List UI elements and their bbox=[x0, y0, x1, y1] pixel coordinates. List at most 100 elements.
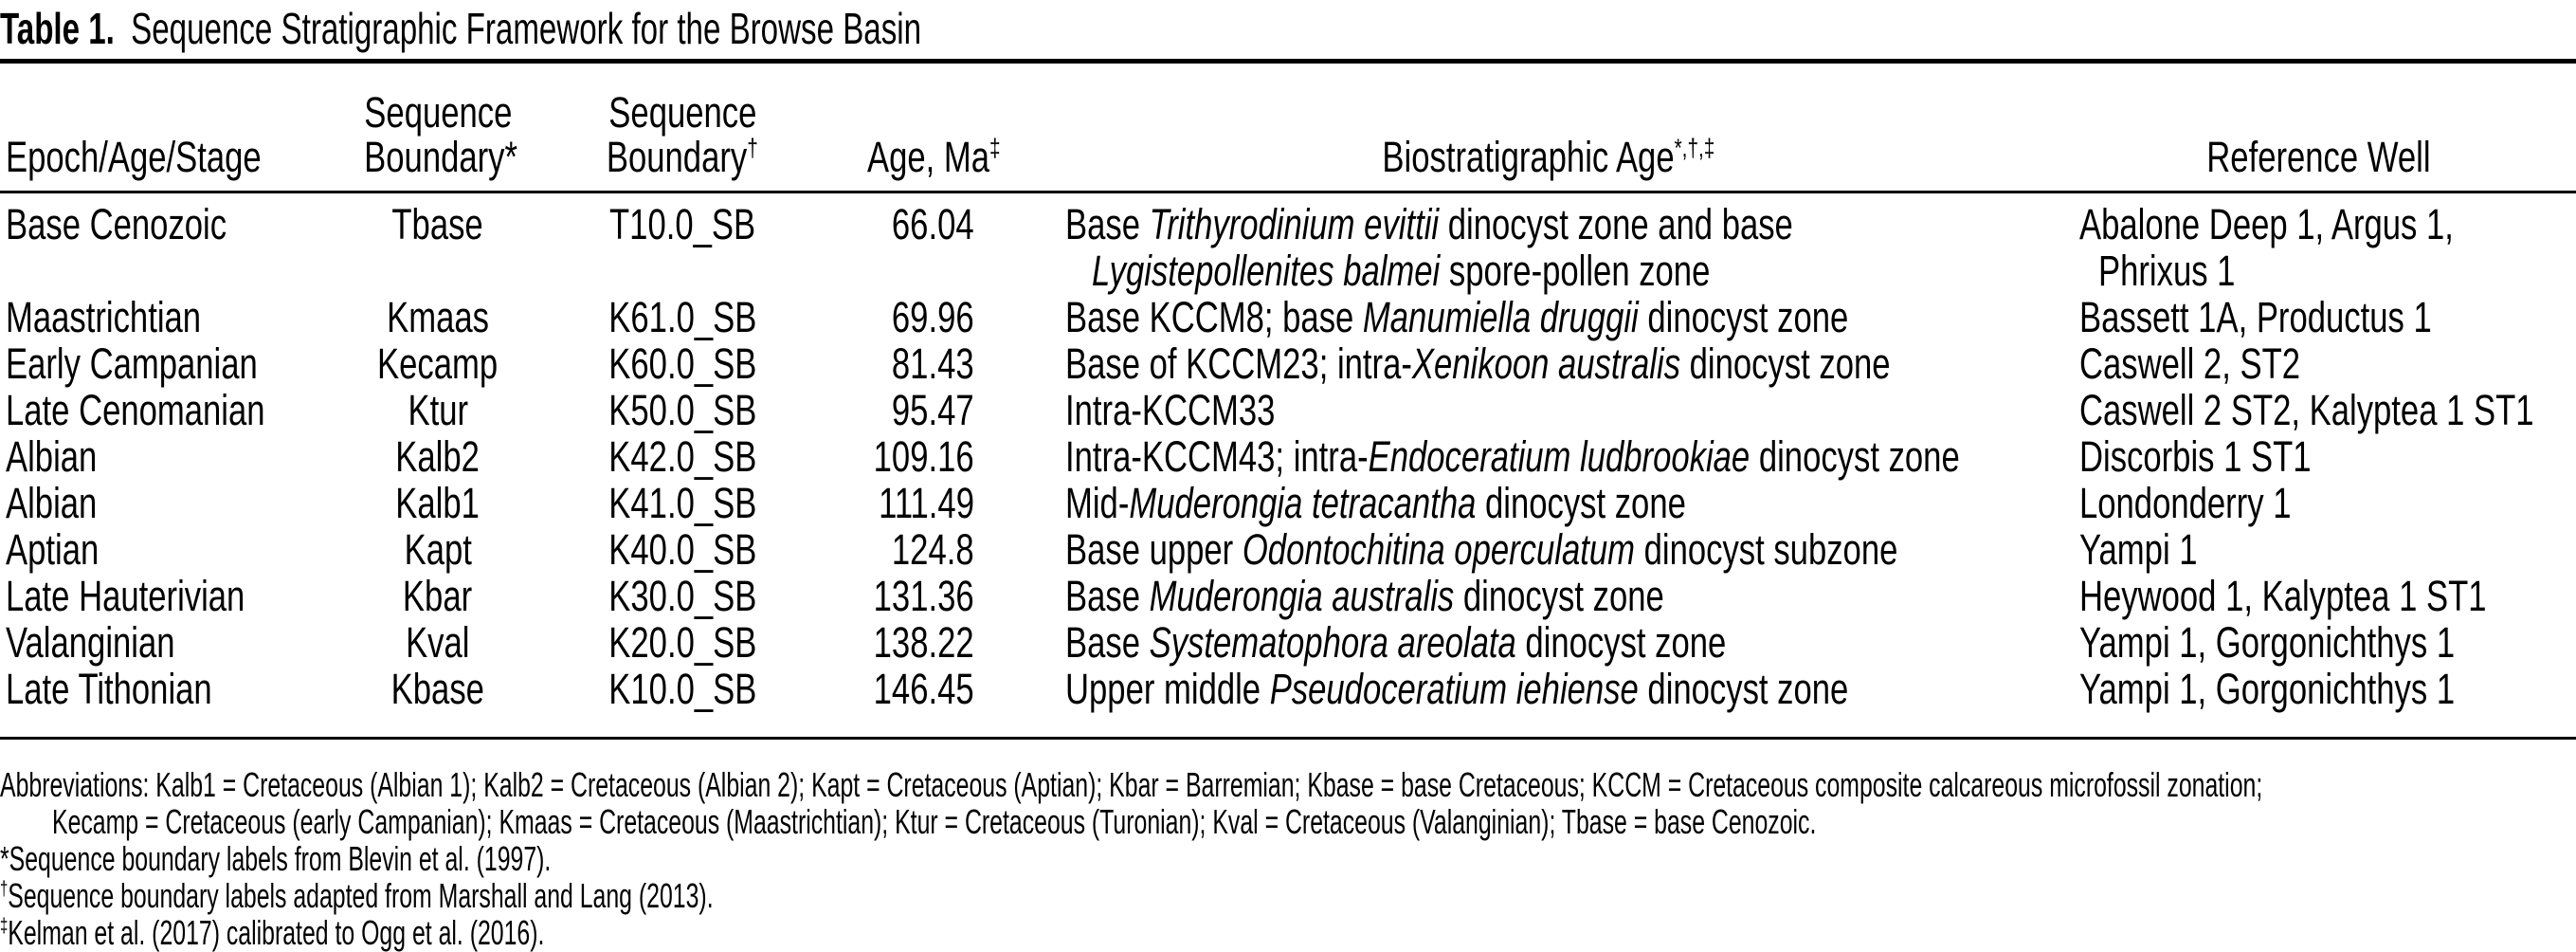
footnote-dagger-marker: † bbox=[0, 876, 9, 900]
cell-biostratigraphic-age: Upper middle Pseudoceratium iehiense din… bbox=[1037, 666, 2060, 712]
header-sb2-line2: Boundary† bbox=[607, 135, 758, 179]
header-sb2-text: Boundary bbox=[607, 133, 748, 181]
text-line: Base Trithyrodinium evittii dinocyst zon… bbox=[1065, 200, 1793, 248]
cell-epoch: Early Campanian bbox=[6, 339, 258, 388]
text-line: Phrixus 1 bbox=[2098, 247, 2236, 295]
cell-age-ma: 138.22 bbox=[874, 618, 974, 667]
text-line: Londonderry 1 bbox=[2079, 479, 2292, 527]
header-bio-markers: *,†,‡ bbox=[1674, 134, 1715, 162]
cell-age-ma: 81.43 bbox=[892, 339, 974, 388]
cell-reference-well: Caswell 2, ST2 bbox=[2060, 340, 2576, 387]
cell-reference-well: Yampi 1, Gorgonichthys 1 bbox=[2060, 666, 2576, 712]
text-line: Yampi 1, Gorgonichthys 1 bbox=[2079, 665, 2456, 713]
cell-biostratigraphic-age: Base of KCCM23; intra-Xenikoon australis… bbox=[1037, 340, 2060, 387]
cell-epoch: Aptian bbox=[6, 525, 100, 574]
cell-epoch: Valanginian bbox=[6, 618, 175, 667]
table-row-late-cenomanian: Late Cenomanian Ktur K50.0_SB 95.47 Intr… bbox=[0, 387, 2576, 433]
cell-age-ma: 109.16 bbox=[874, 432, 974, 481]
text-line: Base KCCM8; base Manumiella druggii dino… bbox=[1065, 293, 1849, 341]
footnote-double-dagger: ‡Kelman et al. (2017) calibrated to Ogg … bbox=[0, 914, 2576, 951]
text-line: Lygistepollenites balmei spore-pollen zo… bbox=[1092, 247, 1711, 295]
cell-age-ma: 124.8 bbox=[892, 525, 974, 574]
header-bio-text: Biostratigraphic Age bbox=[1382, 133, 1675, 181]
cell-biostratigraphic-age: Intra-KCCM43; intra-Endoceratium ludbroo… bbox=[1037, 433, 2060, 480]
cell-biostratigraphic-age: Intra-KCCM33 bbox=[1037, 387, 2060, 433]
cell-reference-well: Yampi 1, Gorgonichthys 1 bbox=[2060, 619, 2576, 666]
column-header-sequence-boundary-marshall: Sequence Boundary† bbox=[535, 64, 830, 191]
header-age-line: Age, Ma‡ bbox=[867, 135, 1001, 179]
header-bio-line: Biostratigraphic Age*,†,‡ bbox=[1383, 135, 1715, 179]
cell-biostratigraphic-age: Base Muderongia australis dinocyst zone bbox=[1037, 573, 2060, 619]
table-row-late-hauterivian: Late Hauterivian Kbar K30.0_SB 131.36 Ba… bbox=[0, 573, 2576, 619]
cell-reference-well: Abalone Deep 1, Argus 1, Phrixus 1 bbox=[2060, 201, 2576, 294]
text-line: Caswell 2, ST2 bbox=[2079, 339, 2301, 388]
cell-reference-well: Caswell 2 ST2, Kalyptea 1 ST1 bbox=[2060, 387, 2576, 433]
cell-reference-well: Discorbis 1 ST1 bbox=[2060, 433, 2576, 480]
cell-biostratigraphic-age: Base Trithyrodinium evittii dinocyst zon… bbox=[1037, 201, 2060, 294]
cell-age-ma: 66.04 bbox=[892, 200, 974, 248]
table-caption-label: Table 1. bbox=[0, 4, 115, 53]
cell-reference-well: Bassett 1A, Productus 1 bbox=[2060, 294, 2576, 340]
header-sb1-line2: Boundary* bbox=[364, 133, 517, 181]
cell-biostratigraphic-age: Mid-Muderongia tetracantha dinocyst zone bbox=[1037, 480, 2060, 526]
cell-sequence-boundary-2: K10.0_SB bbox=[608, 665, 757, 713]
text-line: Intra-KCCM43; intra-Endoceratium ludbroo… bbox=[1065, 432, 1960, 481]
cell-sequence-boundary-1: Kalb1 bbox=[395, 479, 481, 527]
cell-sequence-boundary-1: Kmaas bbox=[387, 293, 489, 341]
text-line: Base upper Odontochitina operculatum din… bbox=[1065, 525, 1898, 574]
cell-sequence-boundary-2: K42.0_SB bbox=[608, 432, 757, 481]
table-row-valanginian: Valanginian Kval K20.0_SB 138.22 Base Sy… bbox=[0, 619, 2576, 666]
table-row-early-campanian: Early Campanian Kecamp K60.0_SB 81.43 Ba… bbox=[0, 340, 2576, 387]
text-line: Bassett 1A, Productus 1 bbox=[2079, 293, 2432, 341]
cell-sequence-boundary-2: K61.0_SB bbox=[608, 293, 757, 341]
cell-reference-well: Yampi 1 bbox=[2060, 526, 2576, 573]
table-caption-line: Table 1. Sequence Stratigraphic Framework… bbox=[0, 2, 921, 55]
column-header-reference-well: Reference Well bbox=[2060, 64, 2576, 191]
header-sb2-line1: Sequence bbox=[608, 88, 757, 137]
header-sb2-dagger: † bbox=[747, 134, 758, 162]
text-line: Base of KCCM23; intra-Xenikoon australis… bbox=[1065, 339, 1891, 388]
header-well-label: Reference Well bbox=[2205, 133, 2431, 181]
text-line: Base Muderongia australis dinocyst zone bbox=[1065, 572, 1664, 620]
cell-sequence-boundary-1: Tbase bbox=[391, 200, 484, 248]
cell-sequence-boundary-2: K30.0_SB bbox=[608, 572, 757, 620]
cell-sequence-boundary-1: Kval bbox=[406, 618, 470, 667]
column-header-age-ma: Age, Ma‡ bbox=[830, 64, 1037, 191]
table-caption: Table 1. Sequence Stratigraphic Framework… bbox=[0, 0, 2576, 59]
table-row-maastrichtian: Maastrichtian Kmaas K61.0_SB 69.96 Base … bbox=[0, 294, 2576, 340]
footnote-asterisk-text: Sequence boundary labels from Blevin et … bbox=[9, 839, 552, 878]
cell-epoch: Albian bbox=[6, 432, 98, 481]
cell-sequence-boundary-2: K60.0_SB bbox=[608, 339, 757, 388]
column-header-sequence-boundary-blevin: Sequence Boundary* bbox=[341, 64, 535, 191]
table-row-late-tithonian: Late Tithonian Kbase K10.0_SB 146.45 Upp… bbox=[0, 666, 2576, 712]
bottom-rule-divider bbox=[0, 737, 2576, 740]
header-age-text: Age, Ma bbox=[866, 133, 989, 181]
header-epoch-label: Epoch/Age/Stage bbox=[6, 133, 262, 181]
cell-age-ma: 146.45 bbox=[874, 665, 974, 713]
text-line: Abalone Deep 1, Argus 1, bbox=[2079, 200, 2454, 248]
table-row-aptian: Aptian Kapt K40.0_SB 124.8 Base upper Od… bbox=[0, 526, 2576, 573]
cell-sequence-boundary-1: Kbar bbox=[403, 572, 473, 620]
text-line: Caswell 2 ST2, Kalyptea 1 ST1 bbox=[2079, 386, 2534, 434]
column-header-biostratigraphic-age: Biostratigraphic Age*,†,‡ bbox=[1037, 64, 2060, 191]
footnote-double-dagger-text: Kelman et al. (2017) calibrated to Ogg e… bbox=[8, 913, 545, 952]
footnote-double-dagger-marker: ‡ bbox=[0, 913, 9, 937]
cell-sequence-boundary-2: K40.0_SB bbox=[608, 525, 757, 574]
footnote-asterisk: *Sequence boundary labels from Blevin et… bbox=[0, 840, 2576, 877]
table-body: Base Cenozoic Tbase T10.0_SB 66.04 Base … bbox=[0, 193, 2576, 737]
header-sb1-line1: Sequence bbox=[363, 88, 513, 137]
cell-sequence-boundary-2: K50.0_SB bbox=[608, 386, 757, 434]
table-caption-text: Sequence Stratigraphic Framework for the… bbox=[131, 4, 922, 53]
cell-biostratigraphic-age: Base upper Odontochitina operculatum din… bbox=[1037, 526, 2060, 573]
table-row-albian-kalb2: Albian Kalb2 K42.0_SB 109.16 Intra-KCCM4… bbox=[0, 433, 2576, 480]
cell-sequence-boundary-1: Kalb2 bbox=[395, 432, 481, 481]
top-rule-divider bbox=[0, 59, 2576, 64]
text-line: Upper middle Pseudoceratium iehiense din… bbox=[1065, 665, 1849, 713]
cell-age-ma: 95.47 bbox=[892, 386, 974, 434]
abbreviations-note-line1: Abbreviations: Kalb1 = Cretaceous (Albia… bbox=[0, 765, 2263, 804]
text-line: Base Systematophora areolata dinocyst zo… bbox=[1065, 618, 1727, 667]
text-line: Yampi 1, Gorgonichthys 1 bbox=[2079, 618, 2456, 667]
text-line: Mid-Muderongia tetracantha dinocyst zone bbox=[1065, 479, 1686, 527]
cell-sequence-boundary-2: K41.0_SB bbox=[608, 479, 757, 527]
